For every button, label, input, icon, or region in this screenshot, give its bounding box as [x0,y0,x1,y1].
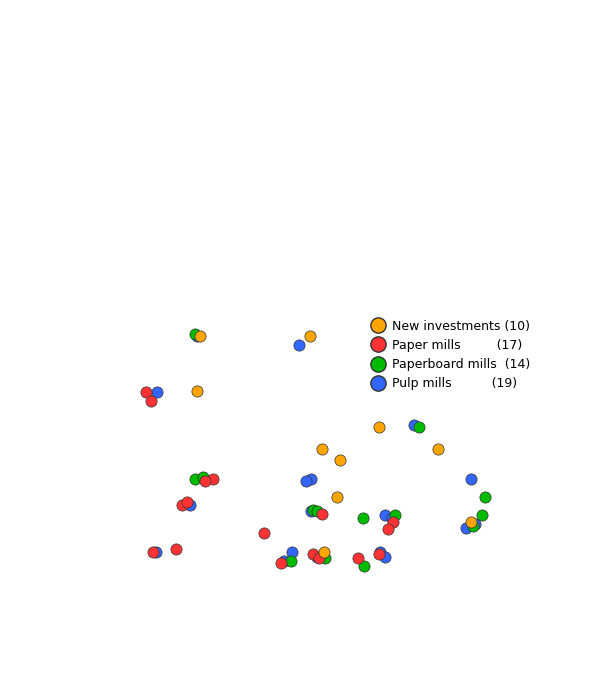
Point [466,473,476,484]
Point [433,444,443,455]
Point [190,328,200,339]
Point [332,492,341,503]
Point [306,473,316,484]
Point [195,331,205,342]
Point [259,528,269,539]
Point [317,509,327,520]
Point [353,552,362,563]
Point [468,520,478,531]
Point [480,492,490,503]
Point [190,473,200,484]
Point [314,553,323,564]
Point [294,339,304,350]
Point [287,546,297,557]
Point [142,387,151,398]
Point [286,556,295,567]
Point [306,506,316,517]
Point [358,512,367,523]
Point [466,517,476,528]
Point [305,330,315,341]
Point [172,543,181,554]
Point [414,421,424,432]
Point [359,561,369,572]
Point [387,512,397,523]
Legend: New investments (10), Paper mills         (17), Paperboard mills  (14), Pulp mil: New investments (10), Paper mills (17), … [365,319,530,390]
Point [313,506,322,517]
Point [182,497,192,508]
Point [388,517,397,528]
Point [152,387,162,398]
Point [208,473,218,484]
Point [192,330,202,341]
Point [308,548,317,559]
Point [335,454,345,465]
Point [185,499,195,510]
Point [410,419,419,430]
Point [178,499,187,510]
Point [375,546,385,557]
Point [383,523,393,534]
Point [380,510,389,521]
Point [380,551,389,562]
Point [374,548,383,559]
Point [301,476,311,487]
Point [461,523,471,534]
Point [308,504,317,515]
Point [319,546,328,557]
Point [192,385,202,396]
Point [200,476,209,487]
Point [317,444,327,455]
Point [146,396,155,407]
Point [280,556,289,567]
Point [198,471,208,482]
Point [374,421,383,432]
Point [470,518,480,529]
Point [391,510,400,521]
Point [477,510,487,521]
Point [320,552,330,563]
Point [151,546,160,557]
Point [277,558,286,569]
Point [313,551,322,562]
Point [148,546,158,557]
